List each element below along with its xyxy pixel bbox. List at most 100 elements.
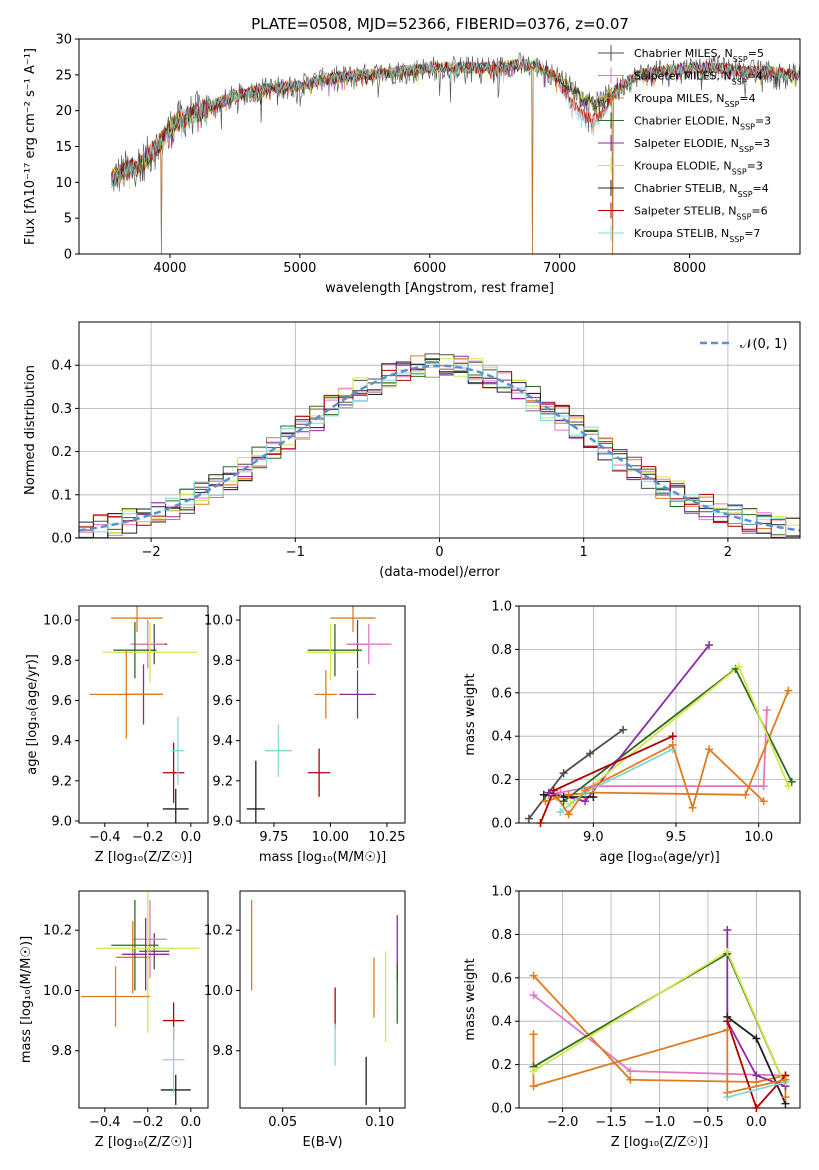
spectrum-xtick-label: 7000 bbox=[543, 261, 576, 276]
mass-weight-vs-age-point bbox=[549, 786, 558, 795]
spectrum-xtick-label: 5000 bbox=[283, 261, 316, 276]
mass-vs-EBV-xlabel: E(B-V) bbox=[302, 1135, 342, 1150]
mass-weight-vs-age-point bbox=[668, 732, 677, 741]
mass-vs-Z-plot-area bbox=[81, 891, 200, 1105]
spectrum-line-1 bbox=[111, 52, 800, 254]
mass-weight-vs-age-series-1 bbox=[528, 728, 624, 820]
mass-weight-vs-Z-ytick-label: 1.0 bbox=[491, 885, 512, 900]
mass-weight-vs-age-xtick-label: 10.0 bbox=[744, 830, 773, 845]
spectrum-ytick-label: 10 bbox=[55, 176, 72, 191]
age-vs-Z-xlabel: Z [log₁₀(Z/Z☉)] bbox=[95, 850, 192, 865]
residuals-xtick-label: −1 bbox=[286, 545, 305, 560]
mass-weight-vs-age-point bbox=[536, 819, 545, 827]
mass-weight-vs-Z-xtick-label: −2.0 bbox=[547, 1115, 579, 1130]
spectrum-ytick-label: 5 bbox=[64, 212, 72, 227]
mass-vs-Z-panel: −0.4 −0.2 0.0 9.8 10.0 10.2 Z [log₁₀(Z/Z☉)] mas… bbox=[19, 890, 209, 1150]
age-vs-Z-frame bbox=[78, 605, 209, 824]
age-vs-mass-frame bbox=[239, 605, 406, 824]
mass-weight-vs-Z-ylabel: mass weight bbox=[463, 958, 478, 1040]
spectrum-ytick-label: 15 bbox=[55, 140, 72, 155]
residuals-xtick-label: 1 bbox=[580, 545, 588, 560]
mass-weight-vs-age-point bbox=[784, 686, 793, 695]
mass-vs-Z-xtick-label: −0.2 bbox=[132, 1115, 164, 1130]
mass-weight-vs-age-point bbox=[586, 749, 595, 758]
age-vs-mass-ytick-label: 9.8 bbox=[212, 654, 233, 669]
mass-vs-Z-ylabel: mass [log₁₀(M/M☉)] bbox=[19, 936, 34, 1063]
mass-weight-vs-age-point bbox=[688, 803, 697, 812]
mass-weight-vs-age-point bbox=[524, 814, 533, 823]
residuals-plot-area bbox=[79, 353, 800, 538]
mass-vs-Z-xtick-label: −0.4 bbox=[89, 1115, 121, 1130]
mass-vs-EBV-ytick-label: 10.2 bbox=[204, 924, 233, 939]
mass-weight-vs-age-point bbox=[589, 792, 598, 801]
mass-weight-vs-age-point bbox=[559, 769, 568, 778]
mass-weight-vs-age-ytick-label: 0.8 bbox=[491, 643, 512, 658]
mass-weight-vs-Z-xlabel: Z [log₁₀(Z/Z☉)] bbox=[611, 1135, 708, 1150]
spectrum-xlabel: wavelength [Angstrom, rest frame] bbox=[325, 281, 554, 296]
mass-weight-vs-age-xtick-label: 9.5 bbox=[666, 830, 687, 845]
mass-weight-vs-age-frame bbox=[518, 605, 801, 824]
age-vs-Z-ytick-label: 9.6 bbox=[51, 694, 72, 709]
mass-vs-EBV-plot-area bbox=[250, 900, 398, 1105]
mass-weight-vs-Z-series-8 bbox=[727, 1081, 786, 1099]
residuals-ytick-label: 0.4 bbox=[51, 359, 72, 374]
mass-weight-vs-Z-series-5 bbox=[726, 930, 786, 1088]
age-vs-mass-ytick-label: 9.2 bbox=[212, 774, 233, 789]
age-vs-Z-xtick-label: 0.0 bbox=[180, 830, 201, 845]
residuals-histogram-1 bbox=[79, 353, 800, 538]
mass-weight-vs-age-ytick-label: 0.6 bbox=[491, 686, 512, 701]
residuals-ytick-label: 0.2 bbox=[51, 445, 72, 460]
mass-weight-vs-age-panel: 9.0 9.5 10.0 0.0 0.2 0.4 0.6 0.8 1.0 age [log₁₀(a… bbox=[463, 600, 801, 865]
mass-vs-Z-ytick-label: 9.8 bbox=[51, 1044, 72, 1059]
mass-weight-vs-Z-ytick-label: 0.2 bbox=[491, 1058, 512, 1073]
mass-weight-vs-age-point bbox=[759, 782, 768, 791]
mass-vs-Z-xlabel: Z [log₁₀(Z/Z☉)] bbox=[95, 1135, 192, 1150]
mass-weight-vs-age-point bbox=[705, 641, 714, 650]
mass-weight-vs-Z-ytick-label: 0.4 bbox=[491, 1015, 512, 1030]
figure-title: PLATE=0508, MJD=52366, FIBERID=0376, z=0… bbox=[251, 15, 629, 33]
mass-weight-vs-Z-point bbox=[529, 971, 538, 980]
mass-weight-vs-Z-point bbox=[752, 1034, 761, 1043]
mass-weight-vs-Z-point bbox=[723, 926, 732, 935]
mass-weight-vs-age-point bbox=[705, 745, 714, 754]
mass-weight-vs-Z-point bbox=[529, 991, 538, 1000]
age-vs-Z-plot-area bbox=[89, 606, 198, 823]
spectrum-legend-label: Kroupa STELIB, NSSP=7 bbox=[634, 227, 760, 244]
mass-weight-vs-Z-xtick-label: −1.5 bbox=[595, 1115, 627, 1130]
mass-vs-Z-frame bbox=[78, 890, 209, 1109]
spectrum-legend-label: Salpeter ELODIE, NSSP=3 bbox=[634, 137, 770, 154]
spectrum-legend-label: Salpeter STELIB, NSSP=6 bbox=[634, 205, 768, 222]
mass-weight-vs-age-point bbox=[581, 797, 590, 806]
mass-weight-vs-age-xlabel: age [log₁₀(age/yr)] bbox=[599, 850, 720, 865]
age-vs-Z-ytick-label: 10.0 bbox=[43, 614, 72, 629]
residuals-xtick-label: 2 bbox=[724, 545, 732, 560]
mass-weight-vs-Z-xtick-label: −0.5 bbox=[692, 1115, 724, 1130]
mass-weight-vs-age-point bbox=[556, 788, 565, 797]
spectrum-plot-area bbox=[111, 52, 800, 254]
spectrum-legend-label: Chabrier ELODIE, NSSP=3 bbox=[634, 115, 771, 132]
age-vs-mass-ytick-label: 9.4 bbox=[212, 734, 233, 749]
mass-weight-vs-age-ylabel: mass weight bbox=[463, 673, 478, 755]
age-vs-Z-ytick-label: 9.0 bbox=[51, 814, 72, 829]
residuals-ytick-label: 0.3 bbox=[51, 402, 72, 417]
mass-weight-vs-Z-point bbox=[626, 1075, 635, 1084]
mass-weight-vs-Z-point bbox=[723, 1017, 732, 1026]
age-vs-Z-ytick-label: 9.8 bbox=[51, 654, 72, 669]
mass-weight-vs-age-point bbox=[553, 792, 562, 801]
age-vs-Z-panel: −0.4 −0.2 0.0 9.0 9.2 9.4 9.6 9.8 10.0 Z [log₁₀(Z… bbox=[25, 605, 209, 865]
spectrum-ylabel: Flux [fλ10⁻¹⁷ erg cm⁻² s⁻¹ A⁻¹] bbox=[23, 48, 38, 245]
mass-weight-vs-Z-point bbox=[529, 1030, 538, 1039]
residuals-ylabel: Normed distribution bbox=[23, 365, 38, 495]
mass-vs-EBV-ytick-label: 10.0 bbox=[204, 984, 233, 999]
mass-weight-vs-Z-point bbox=[752, 1104, 761, 1112]
mass-weight-vs-Z-point bbox=[781, 1093, 790, 1102]
mass-weight-vs-Z-point bbox=[781, 1075, 790, 1084]
residuals-reference-curve bbox=[79, 364, 800, 532]
mass-weight-vs-age-point bbox=[784, 782, 793, 791]
mass-weight-vs-age-point bbox=[668, 740, 677, 749]
mass-weight-vs-age-point bbox=[619, 725, 628, 734]
mass-weight-vs-age-point bbox=[544, 788, 553, 797]
spectrum-legend-label: Kroupa ELODIE, NSSP=3 bbox=[634, 160, 763, 177]
mass-weight-vs-age-point bbox=[564, 790, 573, 799]
mass-weight-vs-age-series-3 bbox=[545, 690, 790, 803]
